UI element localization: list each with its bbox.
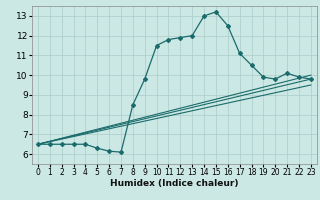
X-axis label: Humidex (Indice chaleur): Humidex (Indice chaleur): [110, 179, 239, 188]
